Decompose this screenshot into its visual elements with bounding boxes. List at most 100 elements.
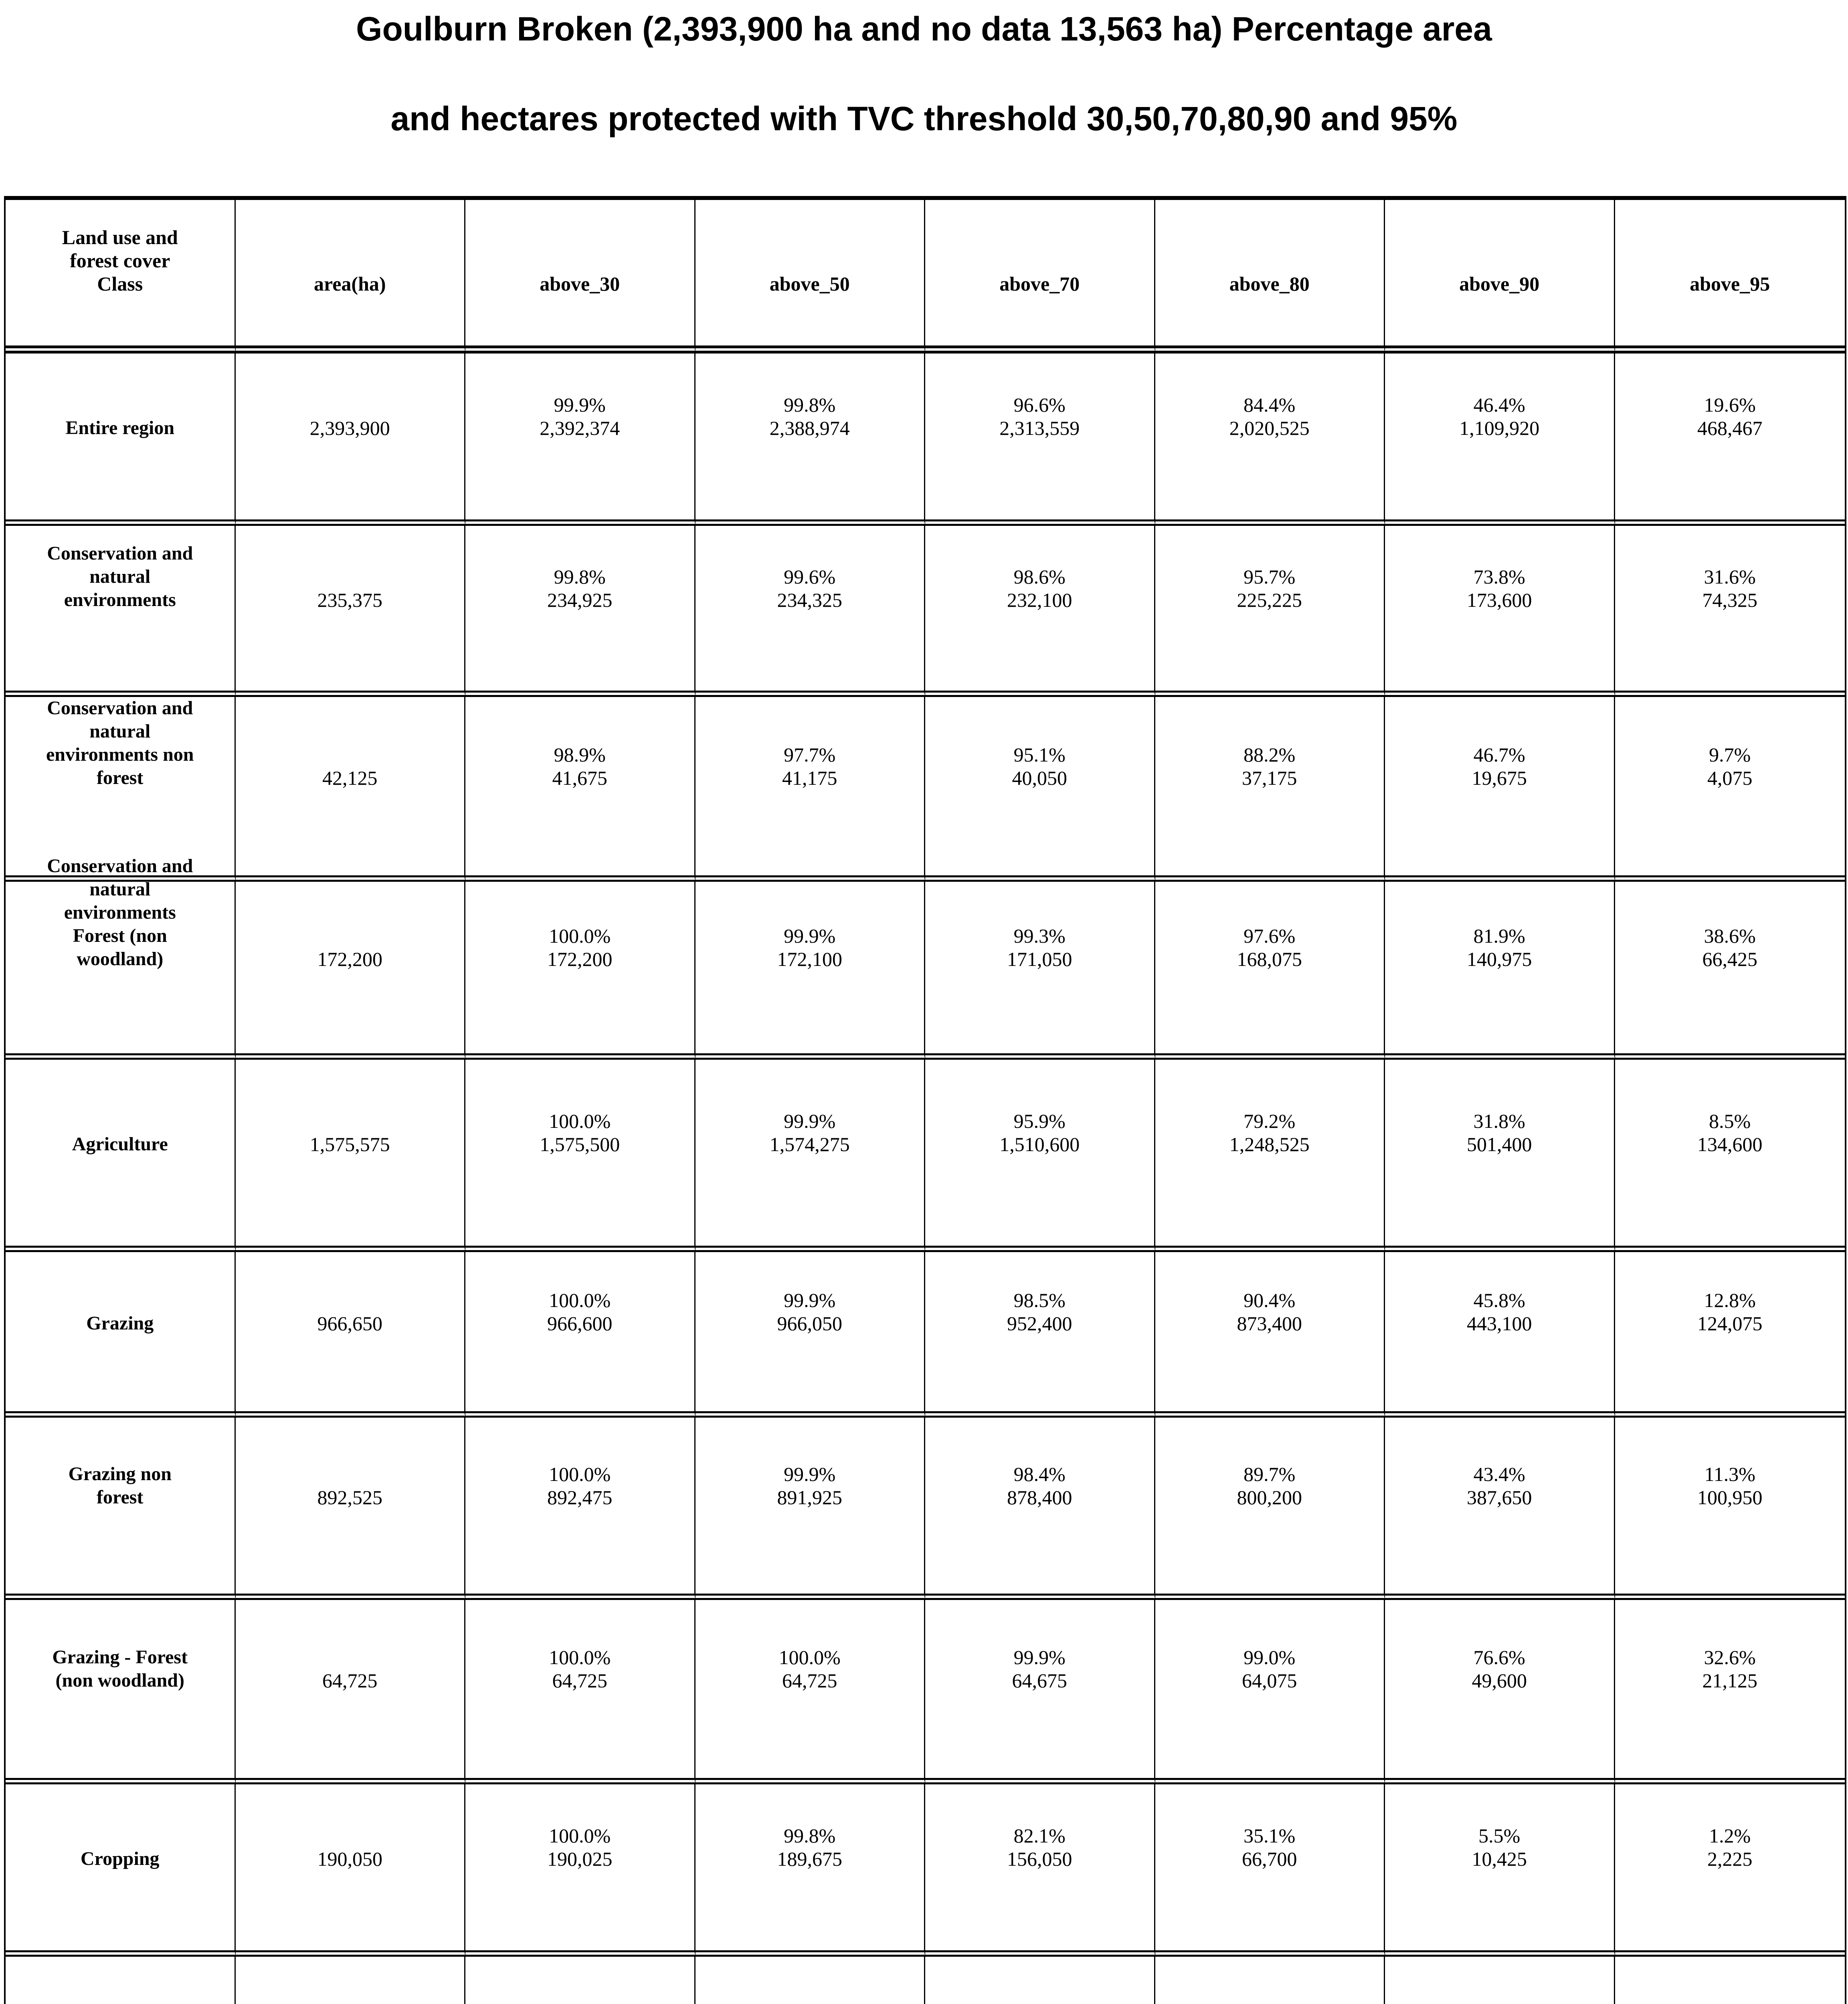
- table-cell: 99.9% 891,925: [695, 1418, 925, 1600]
- table-cell: 43.4% 387,650: [1385, 1418, 1615, 1600]
- data-table: Land use and forest cover Class area(ha)…: [4, 196, 1846, 2004]
- header-label: above_50: [769, 272, 850, 295]
- header-cell-above-30: above_30: [465, 200, 696, 354]
- table-cell: Grazing - Forest (non woodland): [6, 1600, 236, 1784]
- table-cell: 99.9% 1,574,275: [695, 1060, 925, 1252]
- ha-value: 387,650: [1467, 1486, 1532, 1509]
- ha-value: 2,392,374: [540, 417, 620, 439]
- ha-value: 41,175: [782, 766, 837, 789]
- pct-value: 98.5%: [1013, 1289, 1066, 1311]
- table-cell: 5.5% 10,425: [1385, 1784, 1615, 1957]
- pct-value: 97.6%: [1243, 925, 1296, 947]
- ha-value: 232,100: [1007, 588, 1072, 611]
- table-cell: 10.3%41,950: [1385, 1957, 1615, 2004]
- pct-value: 5.5%: [1478, 1824, 1520, 1847]
- pct-value: 98.4%: [1013, 1463, 1066, 1485]
- ha-value: 19,675: [1472, 766, 1527, 789]
- pct-value: 100.0%: [549, 1646, 611, 1669]
- ha-value: 140,975: [1467, 948, 1532, 970]
- ha-value: 10,425: [1472, 1848, 1527, 1870]
- area-value: 190,050: [317, 1848, 383, 1870]
- ha-value: 172,100: [777, 948, 843, 970]
- pct-value: 96.6%: [1013, 394, 1066, 416]
- ha-value: 234,325: [777, 588, 843, 611]
- table-cell: 35.1% 66,700: [1155, 1784, 1385, 1957]
- pct-value: 35.1%: [1243, 1824, 1296, 1847]
- pct-value: 31.6%: [1704, 565, 1756, 588]
- pct-value: 73.1%: [1158, 2000, 1382, 2004]
- pct-value: 1.2%: [1709, 1824, 1751, 1847]
- table-cell: 38.6% 66,425: [1615, 882, 1845, 1060]
- pct-value: 46.7%: [1473, 743, 1525, 766]
- table-cell: 9.7% 4,075: [1615, 697, 1845, 882]
- header-cell-class: Land use and forest cover Class: [6, 200, 236, 354]
- pct-value: 8.5%: [1709, 1110, 1751, 1132]
- table-cell: 32.6% 21,125: [1615, 1600, 1845, 1784]
- ha-value: 2,225: [1707, 1848, 1753, 1870]
- table-cell: 84.4% 2,020,525: [1155, 354, 1385, 526]
- pct-value: 99.3%: [1013, 925, 1066, 947]
- pct-value: 99.9%: [1013, 1646, 1066, 1669]
- row-label: Conservation and natural environments Fo…: [47, 855, 193, 970]
- header-cell-above-95: above_95: [1615, 200, 1845, 354]
- ha-value: 501,400: [1467, 1133, 1532, 1156]
- ha-value: 173,600: [1467, 588, 1532, 611]
- ha-value: 878,400: [1007, 1486, 1072, 1509]
- pct-value: 76.6%: [1473, 1646, 1525, 1669]
- pct-value: 95.9%: [1013, 1110, 1066, 1132]
- ha-value: 168,075: [1237, 948, 1302, 970]
- ha-value: 2,020,525: [1229, 417, 1310, 439]
- table-cell: 46.7% 19,675: [1385, 697, 1615, 882]
- header-cell-above-70: above_70: [925, 200, 1155, 354]
- table-cell: 82.1% 156,050: [925, 1784, 1155, 1957]
- table-cell: 100.0% 64,725: [465, 1600, 696, 1784]
- row-label: Conservation and natural environments no…: [46, 697, 194, 788]
- ha-value: 225,225: [1237, 588, 1302, 611]
- table-cell: 8.5% 134,600: [1615, 1060, 1845, 1252]
- table-cell: 12.8% 124,075: [1615, 1252, 1845, 1418]
- ha-value: 64,675: [1012, 1669, 1068, 1692]
- area-value: 42,125: [322, 766, 378, 789]
- ha-value: 66,425: [1702, 948, 1758, 970]
- ha-value: 64,725: [552, 1669, 608, 1692]
- pct-value: 43.4%: [1473, 1463, 1525, 1485]
- pct-value: 46.4%: [1473, 394, 1525, 416]
- header-label: Land use and forest cover Class: [62, 226, 178, 295]
- ha-value: 74,325: [1702, 588, 1758, 611]
- header-label: above_70: [999, 272, 1080, 295]
- pct-value: 9.7%: [1709, 743, 1751, 766]
- table-cell: 95.1% 40,050: [925, 697, 1155, 882]
- table-cell: 31.6% 74,325: [1615, 526, 1845, 697]
- pct-value: 99.8%: [784, 1824, 836, 1847]
- ha-value: 892,475: [547, 1486, 613, 1509]
- ha-value: 2,313,559: [999, 417, 1080, 439]
- row-label: Grazing: [86, 1312, 154, 1334]
- header-cell-above-90: above_90: [1385, 200, 1615, 354]
- pct-value: 99.6%: [784, 565, 836, 588]
- ha-value: 1,109,920: [1459, 417, 1540, 439]
- pct-value: 100.0%: [468, 2000, 692, 2004]
- pct-value: 73.8%: [1473, 565, 1525, 588]
- table-cell: 98.4% 878,400: [925, 1418, 1155, 1600]
- pct-value: 97.7%: [784, 743, 836, 766]
- pct-value: 79.2%: [1243, 1110, 1296, 1132]
- table-cell: Conservation and natural environments no…: [6, 697, 236, 882]
- table-cell: Grazing: [6, 1252, 236, 1418]
- pct-value: 100.0%: [549, 1289, 611, 1311]
- table-cell: Conservation and natural environments Fo…: [6, 855, 236, 1060]
- area-value: 2,393,900: [309, 417, 390, 439]
- table-cell: 99.8% 234,925: [465, 526, 696, 697]
- pct-value: 95.1%: [1013, 743, 1066, 766]
- ha-value: 1,510,600: [999, 1133, 1080, 1156]
- table-cell: 99.8% 189,675: [695, 1784, 925, 1957]
- pct-value: 100.0%: [549, 1824, 611, 1847]
- header-label: above_95: [1690, 272, 1770, 295]
- table-cell: 95.7% 225,225: [1155, 526, 1385, 697]
- area-value: 892,525: [317, 1486, 383, 1509]
- table-cell: 95.9% 1,510,600: [925, 1060, 1155, 1252]
- table-cell: 46.4% 1,109,920: [1385, 354, 1615, 526]
- pct-value: 45.8%: [1473, 1289, 1525, 1311]
- table-cell: 892,525: [235, 1418, 465, 1600]
- table-cell: 11.3% 100,950: [1615, 1418, 1845, 1600]
- pct-value: 95.7%: [1243, 565, 1296, 588]
